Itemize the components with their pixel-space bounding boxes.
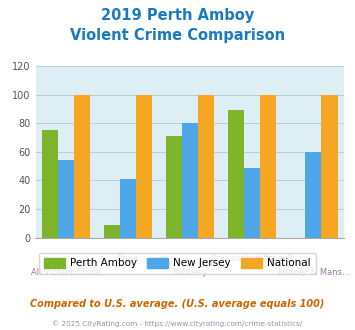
Bar [42, 130, 58, 238]
Text: 2019 Perth Amboy: 2019 Perth Amboy [101, 8, 254, 23]
Text: Robbery: Robbery [173, 268, 207, 277]
Bar [58, 160, 75, 238]
Bar [260, 95, 276, 238]
Text: Murder & Mans...: Murder & Mans... [278, 268, 349, 277]
Bar [104, 225, 120, 238]
Bar [305, 152, 322, 238]
Bar [322, 95, 338, 238]
Text: © 2025 CityRating.com - https://www.cityrating.com/crime-statistics/: © 2025 CityRating.com - https://www.city… [53, 321, 302, 327]
Bar [166, 136, 182, 238]
Legend: Perth Amboy, New Jersey, National: Perth Amboy, New Jersey, National [39, 253, 316, 274]
Bar [198, 95, 214, 238]
Text: Violent Crime Comparison: Violent Crime Comparison [70, 28, 285, 43]
Bar [228, 110, 244, 238]
Text: Rape: Rape [118, 254, 139, 263]
Text: All Violent Crime: All Violent Crime [31, 268, 102, 277]
Text: Aggravated Assault: Aggravated Assault [211, 254, 293, 263]
Bar [75, 95, 91, 238]
Bar [136, 95, 152, 238]
Bar [120, 179, 136, 238]
Bar [182, 123, 198, 238]
Bar [244, 168, 260, 238]
Text: Compared to U.S. average. (U.S. average equals 100): Compared to U.S. average. (U.S. average … [30, 299, 325, 309]
